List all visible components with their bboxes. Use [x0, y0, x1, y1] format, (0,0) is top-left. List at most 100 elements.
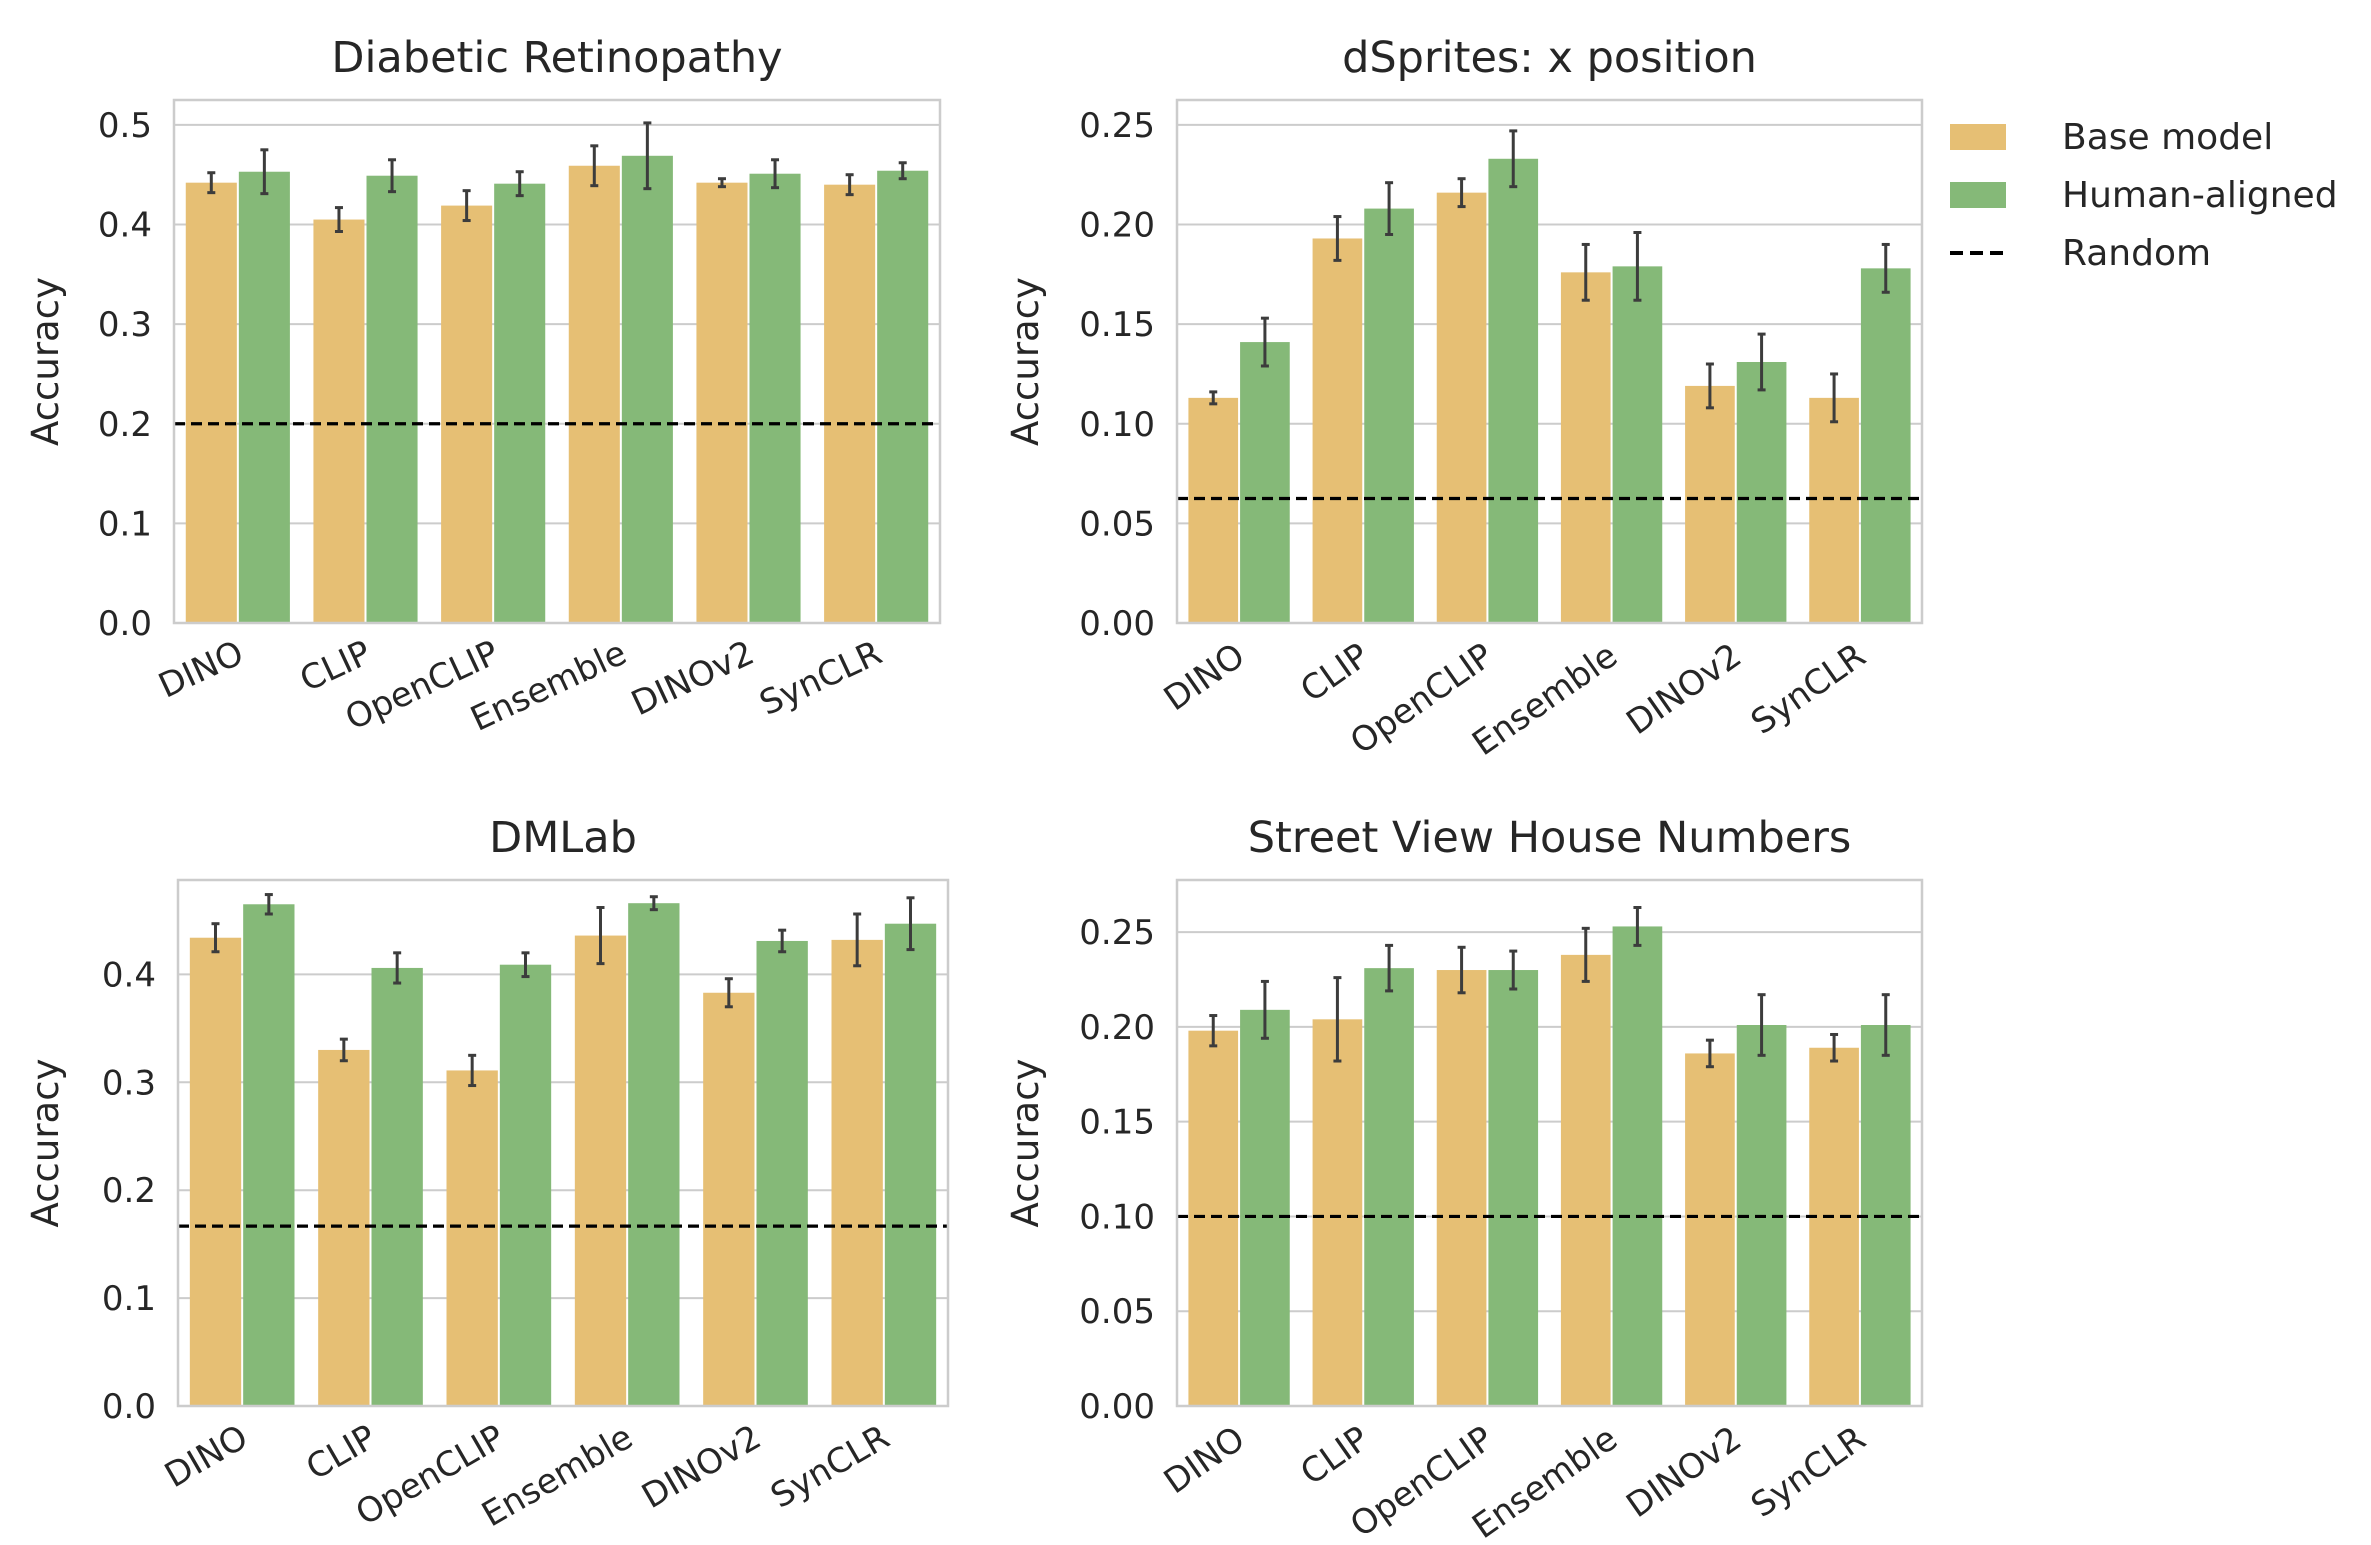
y-tick-label: 0.25	[1079, 913, 1155, 953]
x-tick-label: DINOv2	[1619, 636, 1749, 743]
bar-base-model	[1685, 1053, 1735, 1406]
bar-base-model	[1436, 192, 1487, 623]
error-bar	[1705, 1038, 1714, 1069]
y-axis-label: Accuracy	[24, 277, 67, 446]
bar-human-aligned	[628, 903, 680, 1406]
legend-swatch	[1950, 124, 2006, 150]
bar-base-model	[1312, 238, 1363, 624]
bar-base-model	[1436, 970, 1487, 1406]
error-bar	[388, 158, 397, 194]
error-bar	[643, 121, 652, 191]
bar-base-model	[703, 992, 755, 1406]
x-tick-label: DINOv2	[635, 1417, 768, 1517]
bar-base-model	[1312, 1019, 1363, 1406]
error-bar	[1881, 993, 1890, 1057]
y-tick-label: 0.15	[1079, 305, 1155, 345]
bar-human-aligned	[1612, 926, 1663, 1406]
error-bar	[1757, 332, 1766, 392]
bar-human-aligned	[494, 183, 546, 623]
bar-base-model	[1685, 385, 1735, 623]
error-bar	[1209, 390, 1218, 406]
legend-label: Base model	[2062, 117, 2273, 158]
bar-base-model	[574, 935, 627, 1406]
x-tick-label: CLIP	[1293, 1419, 1376, 1494]
y-tick-label: 0.0	[102, 1387, 156, 1427]
y-tick-label: 0.3	[98, 305, 152, 345]
x-tick-label: CLIP	[1293, 636, 1376, 711]
bar-human-aligned	[1364, 968, 1414, 1406]
error-bar	[1633, 230, 1642, 302]
y-tick-label: 0.1	[102, 1279, 156, 1319]
x-tick-label: DINO	[153, 633, 250, 707]
y-axis-label: Accuracy	[1004, 277, 1047, 446]
error-bar	[1509, 129, 1518, 189]
error-bar	[1385, 943, 1394, 993]
error-bar	[1633, 905, 1642, 947]
x-tick-label: DINO	[1157, 1419, 1252, 1502]
error-bar	[1209, 1014, 1218, 1048]
error-bar	[515, 170, 524, 198]
bar-human-aligned	[877, 170, 929, 623]
y-tick-label: 0.3	[102, 1063, 156, 1103]
bar-human-aligned	[1240, 342, 1290, 623]
y-tick-label: 0.00	[1079, 604, 1155, 644]
y-tick-label: 0.05	[1079, 1292, 1155, 1332]
bar-human-aligned	[1488, 158, 1539, 623]
bar-base-model	[313, 219, 365, 624]
error-bar	[1333, 215, 1342, 262]
error-bar	[724, 977, 733, 1009]
bar-human-aligned	[1860, 1025, 1911, 1406]
bar-base-model	[696, 182, 748, 623]
error-bar	[1385, 181, 1394, 236]
error-bar	[845, 173, 854, 197]
legend-item: Human-aligned	[1950, 175, 2338, 216]
y-tick-label: 0.25	[1079, 106, 1155, 146]
bar-human-aligned	[621, 155, 673, 623]
bar-human-aligned	[1364, 208, 1414, 623]
legend-label: Human-aligned	[2062, 175, 2338, 216]
error-bar	[1581, 926, 1590, 983]
y-tick-label: 0.10	[1079, 1197, 1155, 1237]
plot-frame	[1175, 878, 1924, 1408]
bar-human-aligned	[371, 967, 423, 1406]
plot-frame	[176, 878, 950, 1408]
bar-human-aligned	[243, 904, 295, 1406]
error-bar	[1581, 242, 1590, 302]
error-bar	[468, 1053, 477, 1088]
bar-base-model	[446, 1070, 498, 1406]
error-bar	[1509, 949, 1518, 991]
y-tick-label: 0.1	[98, 504, 152, 544]
error-bar	[898, 161, 907, 181]
error-bar	[207, 171, 216, 195]
y-tick-label: 0.2	[98, 405, 152, 445]
y-tick-label: 0.20	[1079, 206, 1155, 246]
y-axis-label: Accuracy	[1004, 1059, 1047, 1228]
y-tick-label: 0.15	[1079, 1103, 1155, 1143]
x-tick-label: DINOv2	[1619, 1419, 1749, 1526]
chart-title: DMLab	[489, 813, 637, 863]
y-tick-label: 0.0	[98, 604, 152, 644]
x-tick-label: SynCLR	[754, 633, 888, 724]
bar-base-model	[1809, 397, 1859, 623]
bar-human-aligned	[366, 175, 418, 623]
bar-human-aligned	[756, 940, 808, 1406]
error-bar	[334, 206, 343, 233]
error-bar	[264, 893, 273, 916]
error-bar	[717, 177, 726, 189]
error-bar	[771, 158, 780, 190]
bar-base-model	[1560, 954, 1611, 1406]
error-bar	[906, 896, 915, 952]
legend-label: Random	[2062, 233, 2211, 274]
y-tick-label: 0.5	[98, 106, 152, 146]
error-bar	[1705, 362, 1714, 410]
legend: Base model Human-aligned Random	[1950, 117, 2338, 274]
error-bar	[1457, 945, 1466, 995]
bar-human-aligned	[1736, 361, 1787, 623]
bar-human-aligned	[1488, 970, 1539, 1406]
